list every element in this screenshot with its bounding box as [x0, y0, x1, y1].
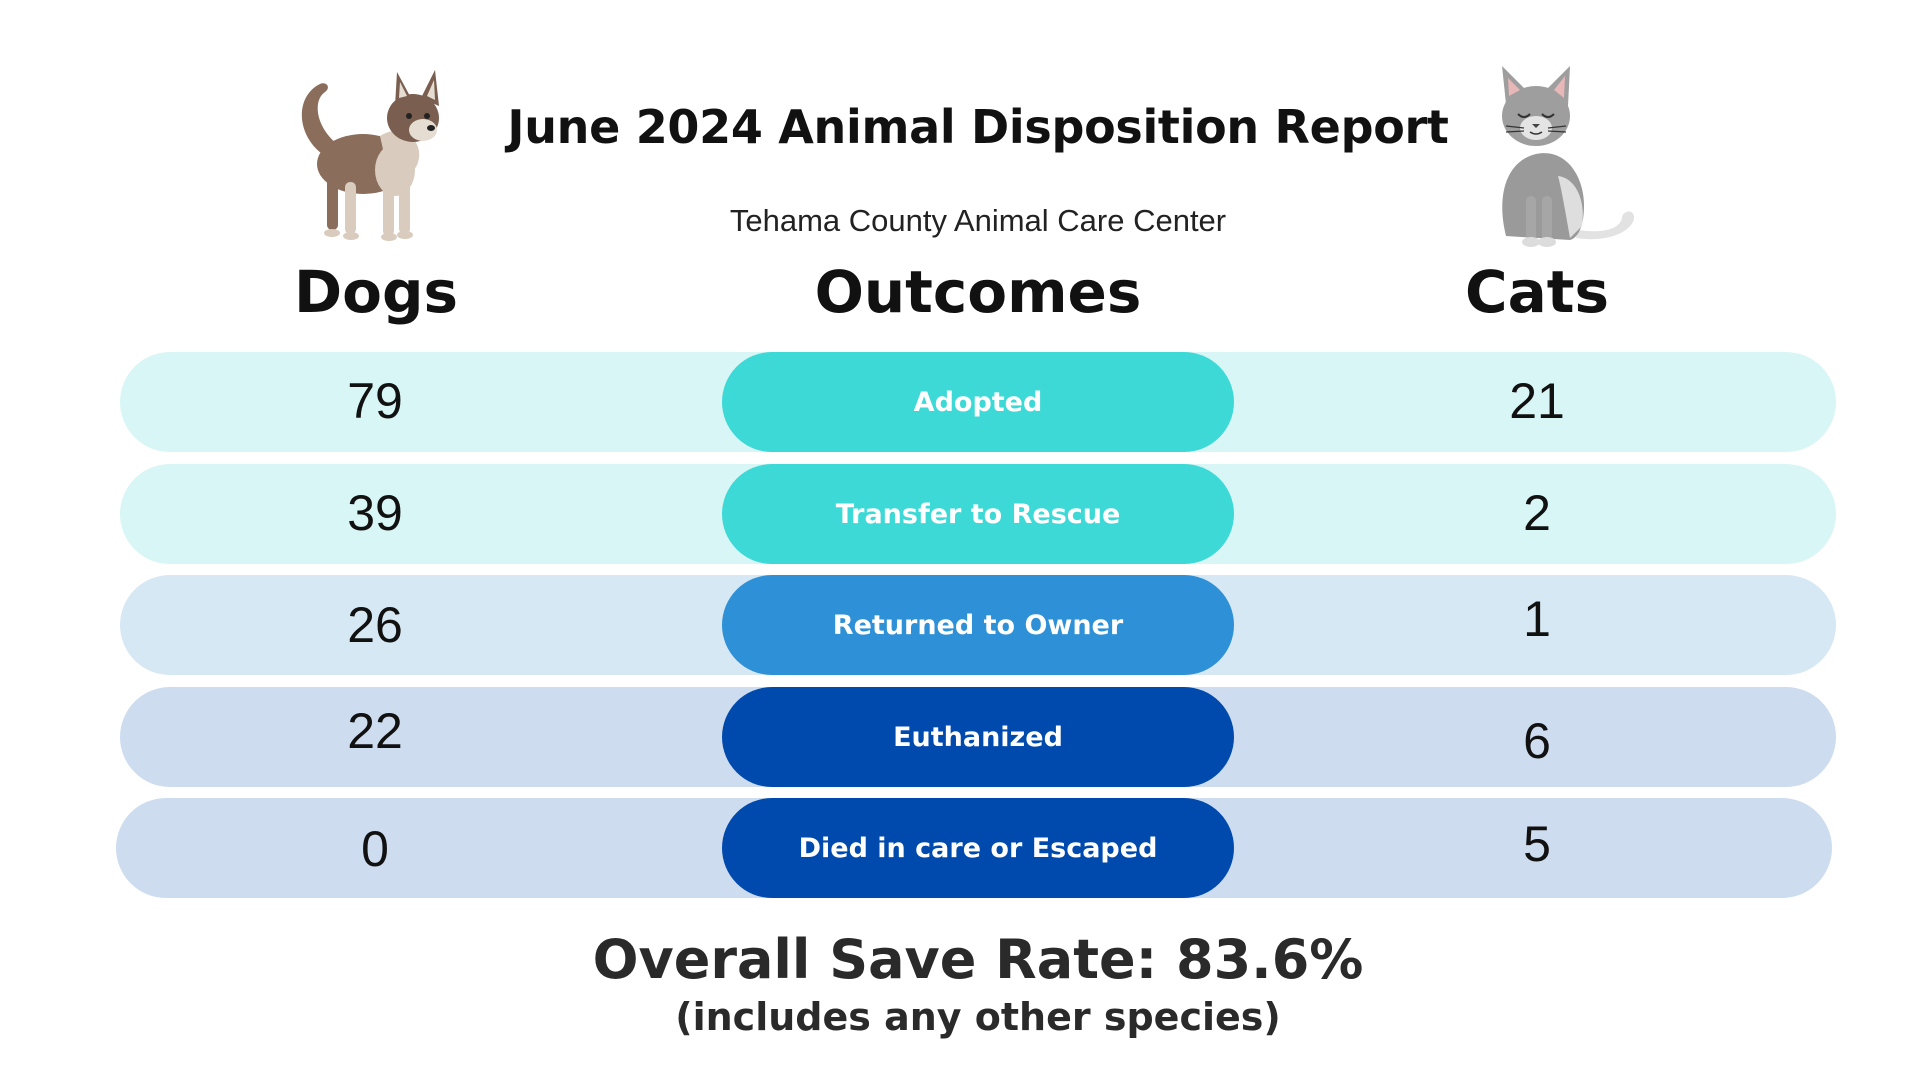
outcome-pill: Euthanized — [722, 687, 1234, 787]
outcome-pill: Adopted — [722, 352, 1234, 452]
report-title: June 2024 Animal Disposition Report — [507, 100, 1449, 154]
outcome-pill: Transfer to Rescue — [722, 464, 1234, 564]
outcome-pill: Returned to Owner — [722, 575, 1234, 675]
save-rate-note: (includes any other species) — [675, 995, 1281, 1039]
report-subtitle: Tehama County Animal Care Center — [729, 203, 1227, 238]
dogs-count: 39 — [347, 485, 403, 541]
cats-count: 6 — [1523, 713, 1551, 769]
dogs-count: 79 — [347, 373, 403, 429]
cats-count: 2 — [1523, 485, 1551, 541]
column-header-dogs: Dogs — [293, 258, 459, 326]
cats-count: 1 — [1523, 591, 1551, 647]
cat-illustration — [1502, 66, 1635, 247]
overall-save-rate: Overall Save Rate: 83.6% — [592, 928, 1364, 991]
cats-count: 21 — [1509, 373, 1565, 429]
column-header-cats: Cats — [1465, 258, 1609, 326]
cats-count: 5 — [1523, 816, 1551, 872]
dogs-count: 22 — [347, 703, 403, 759]
outcome-pill: Died in care or Escaped — [722, 798, 1234, 898]
column-header-outcomes: Outcomes — [814, 258, 1142, 326]
dogs-count: 0 — [361, 821, 389, 877]
dogs-count: 26 — [347, 597, 403, 653]
dog-illustration — [301, 70, 439, 241]
